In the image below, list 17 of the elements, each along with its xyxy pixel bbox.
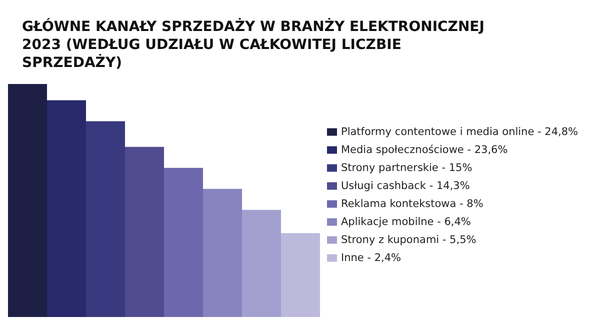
bar	[86, 121, 125, 317]
legend-label: Reklama kontekstowa - 8%	[341, 198, 484, 210]
legend-label: Media społecznościowe - 23,6%	[341, 144, 508, 156]
bar	[47, 100, 86, 317]
bar	[281, 233, 320, 317]
bar	[164, 168, 203, 317]
legend-label: Usługi cashback - 14,3%	[341, 180, 470, 192]
legend-label: Strony z kuponami - 5,5%	[341, 234, 476, 246]
chart-title: GŁÓWNE KANAŁY SPRZEDAŻY W BRANŻY ELEKTRONICZNEJ 2023 (WEDŁUG UDZIAŁU W CAŁKOWITEJ LICZBIE SPRZEDAŻY)	[21, 17, 486, 72]
bar	[8, 84, 47, 317]
legend-label: Aplikacje mobilne - 6,4%	[341, 216, 471, 228]
bar	[125, 146, 164, 317]
bar	[203, 188, 242, 317]
legend-label: Platformy contentowe i media online - 24,8%	[341, 126, 578, 138]
legend-label: Strony partnerskie - 15%	[341, 162, 472, 174]
legend-label: Inne - 2,4%	[341, 252, 402, 264]
bar	[242, 210, 281, 317]
